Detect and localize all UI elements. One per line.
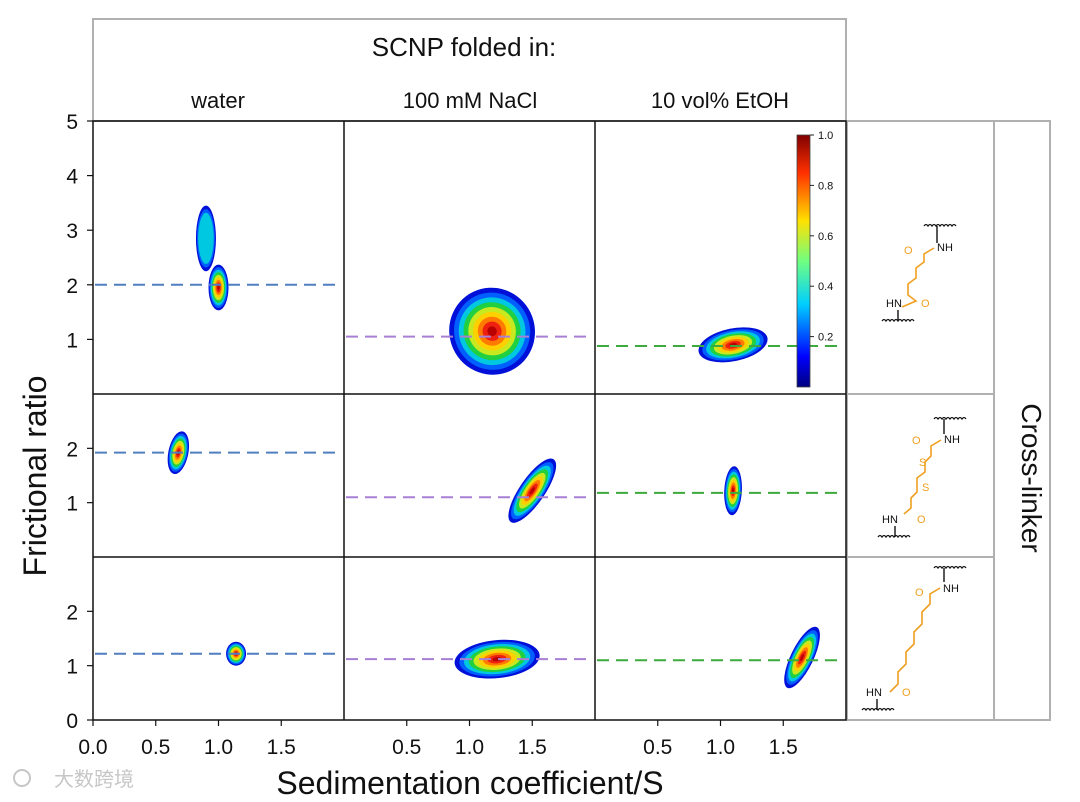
colorbar-tick-label: 0.8 xyxy=(818,180,833,192)
colorbar: 0.2 0.4 0.6 0.8 1.0 xyxy=(796,130,833,388)
x-tick-label: 1.5 xyxy=(769,736,798,759)
contour-level xyxy=(492,657,502,662)
atom-label: HN xyxy=(882,514,898,526)
panel-0-2 xyxy=(698,327,768,363)
linker-frame xyxy=(846,120,995,721)
panel-1-0 xyxy=(167,431,190,475)
y-tick-label: 2 xyxy=(66,438,78,461)
panel-2-1 xyxy=(454,639,540,679)
bond-squiggle xyxy=(923,223,957,228)
colorbar-tick-label: 0.6 xyxy=(818,231,833,243)
bond-squiggle xyxy=(933,416,967,421)
contour-level xyxy=(198,212,214,264)
x-tick-label: 1.0 xyxy=(706,736,735,759)
bond-squiggle xyxy=(881,318,915,323)
bond-squiggle xyxy=(877,534,911,539)
x-tick-label: 0.5 xyxy=(392,736,421,759)
y-tick-label: 4 xyxy=(66,166,78,189)
figure-title: SCNP folded in: xyxy=(372,32,557,62)
atom-label: HN xyxy=(886,298,902,310)
y-axis-label: Frictional ratio xyxy=(17,376,53,577)
y-tick-label: 3 xyxy=(66,220,78,243)
x-tick-label: 1.0 xyxy=(455,736,484,759)
reference-lines xyxy=(95,283,844,662)
column-label-etoh: 10 vol% EtOH xyxy=(651,88,789,113)
x-tick-label: 0.5 xyxy=(141,736,170,759)
x-tick-label: 0.0 xyxy=(78,736,107,759)
atom-label: O xyxy=(904,245,913,257)
contour-level xyxy=(487,326,497,337)
atom-label: HN xyxy=(866,687,882,699)
atom-label: NH xyxy=(943,583,959,595)
axis-ticks: 1 2 3 4 5 1 2 0 1 2 0.0 0.5 1.0 1.5 0.5 1.0 1.5 0.5 1.0 1.5 xyxy=(66,111,798,759)
bond-squiggle xyxy=(933,565,967,570)
colorbar-tick-label: 0.2 xyxy=(818,332,833,344)
x-tick-label: 1.0 xyxy=(204,736,233,759)
watermark-logo-icon xyxy=(13,769,31,787)
y-tick-label: 5 xyxy=(66,111,78,134)
atom-label: NH xyxy=(944,434,960,446)
panel-2-2 xyxy=(784,626,820,689)
panel-1-2 xyxy=(724,466,742,516)
contour-level xyxy=(217,285,220,291)
watermark-text: 大数跨境 xyxy=(54,768,134,791)
watermark: 大数跨境 xyxy=(13,768,134,791)
bond-squiggle xyxy=(861,707,895,712)
contour-layer xyxy=(167,205,820,689)
y-tick-label: 2 xyxy=(66,601,78,624)
column-label-nacl: 100 mM NaCl xyxy=(403,88,537,113)
y-tick-label: 1 xyxy=(66,656,78,679)
colorbar-gradient xyxy=(796,134,811,388)
colorbar-tick-label: 1.0 xyxy=(818,130,833,142)
contour-level xyxy=(529,487,535,495)
bond-chain xyxy=(889,587,941,693)
atom-label: O xyxy=(915,587,924,599)
x-axis-label: Sedimentation coefficient/S xyxy=(276,765,663,801)
bond-chain xyxy=(903,439,942,515)
column-label-water: water xyxy=(190,88,245,113)
side-label: Cross-linker xyxy=(1016,403,1047,552)
panel-0-1 xyxy=(449,287,535,375)
colorbar-tick-label: 0.4 xyxy=(818,281,833,293)
x-tick-label: 1.5 xyxy=(267,736,296,759)
panel-0-0 xyxy=(195,205,229,311)
atom-label: NH xyxy=(937,242,953,254)
x-tick-label: 1.5 xyxy=(518,736,547,759)
atom-label: O xyxy=(902,687,911,699)
panel-grid xyxy=(92,120,847,721)
bond-chain xyxy=(901,247,935,308)
atom-label: O xyxy=(917,514,926,526)
y-tick-label: 2 xyxy=(66,275,78,298)
atom-label: S xyxy=(919,457,926,469)
panel-1-1 xyxy=(508,458,557,523)
y-tick-label: 0 xyxy=(66,710,78,733)
side-label-frame xyxy=(993,120,1051,721)
y-tick-label: 1 xyxy=(66,493,78,516)
x-tick-label: 0.5 xyxy=(643,736,672,759)
contour-level xyxy=(800,654,805,661)
y-tick-label: 1 xyxy=(66,329,78,352)
atom-label: O xyxy=(921,298,930,310)
atom-label: O xyxy=(912,435,921,447)
atom-label: S xyxy=(922,482,929,494)
